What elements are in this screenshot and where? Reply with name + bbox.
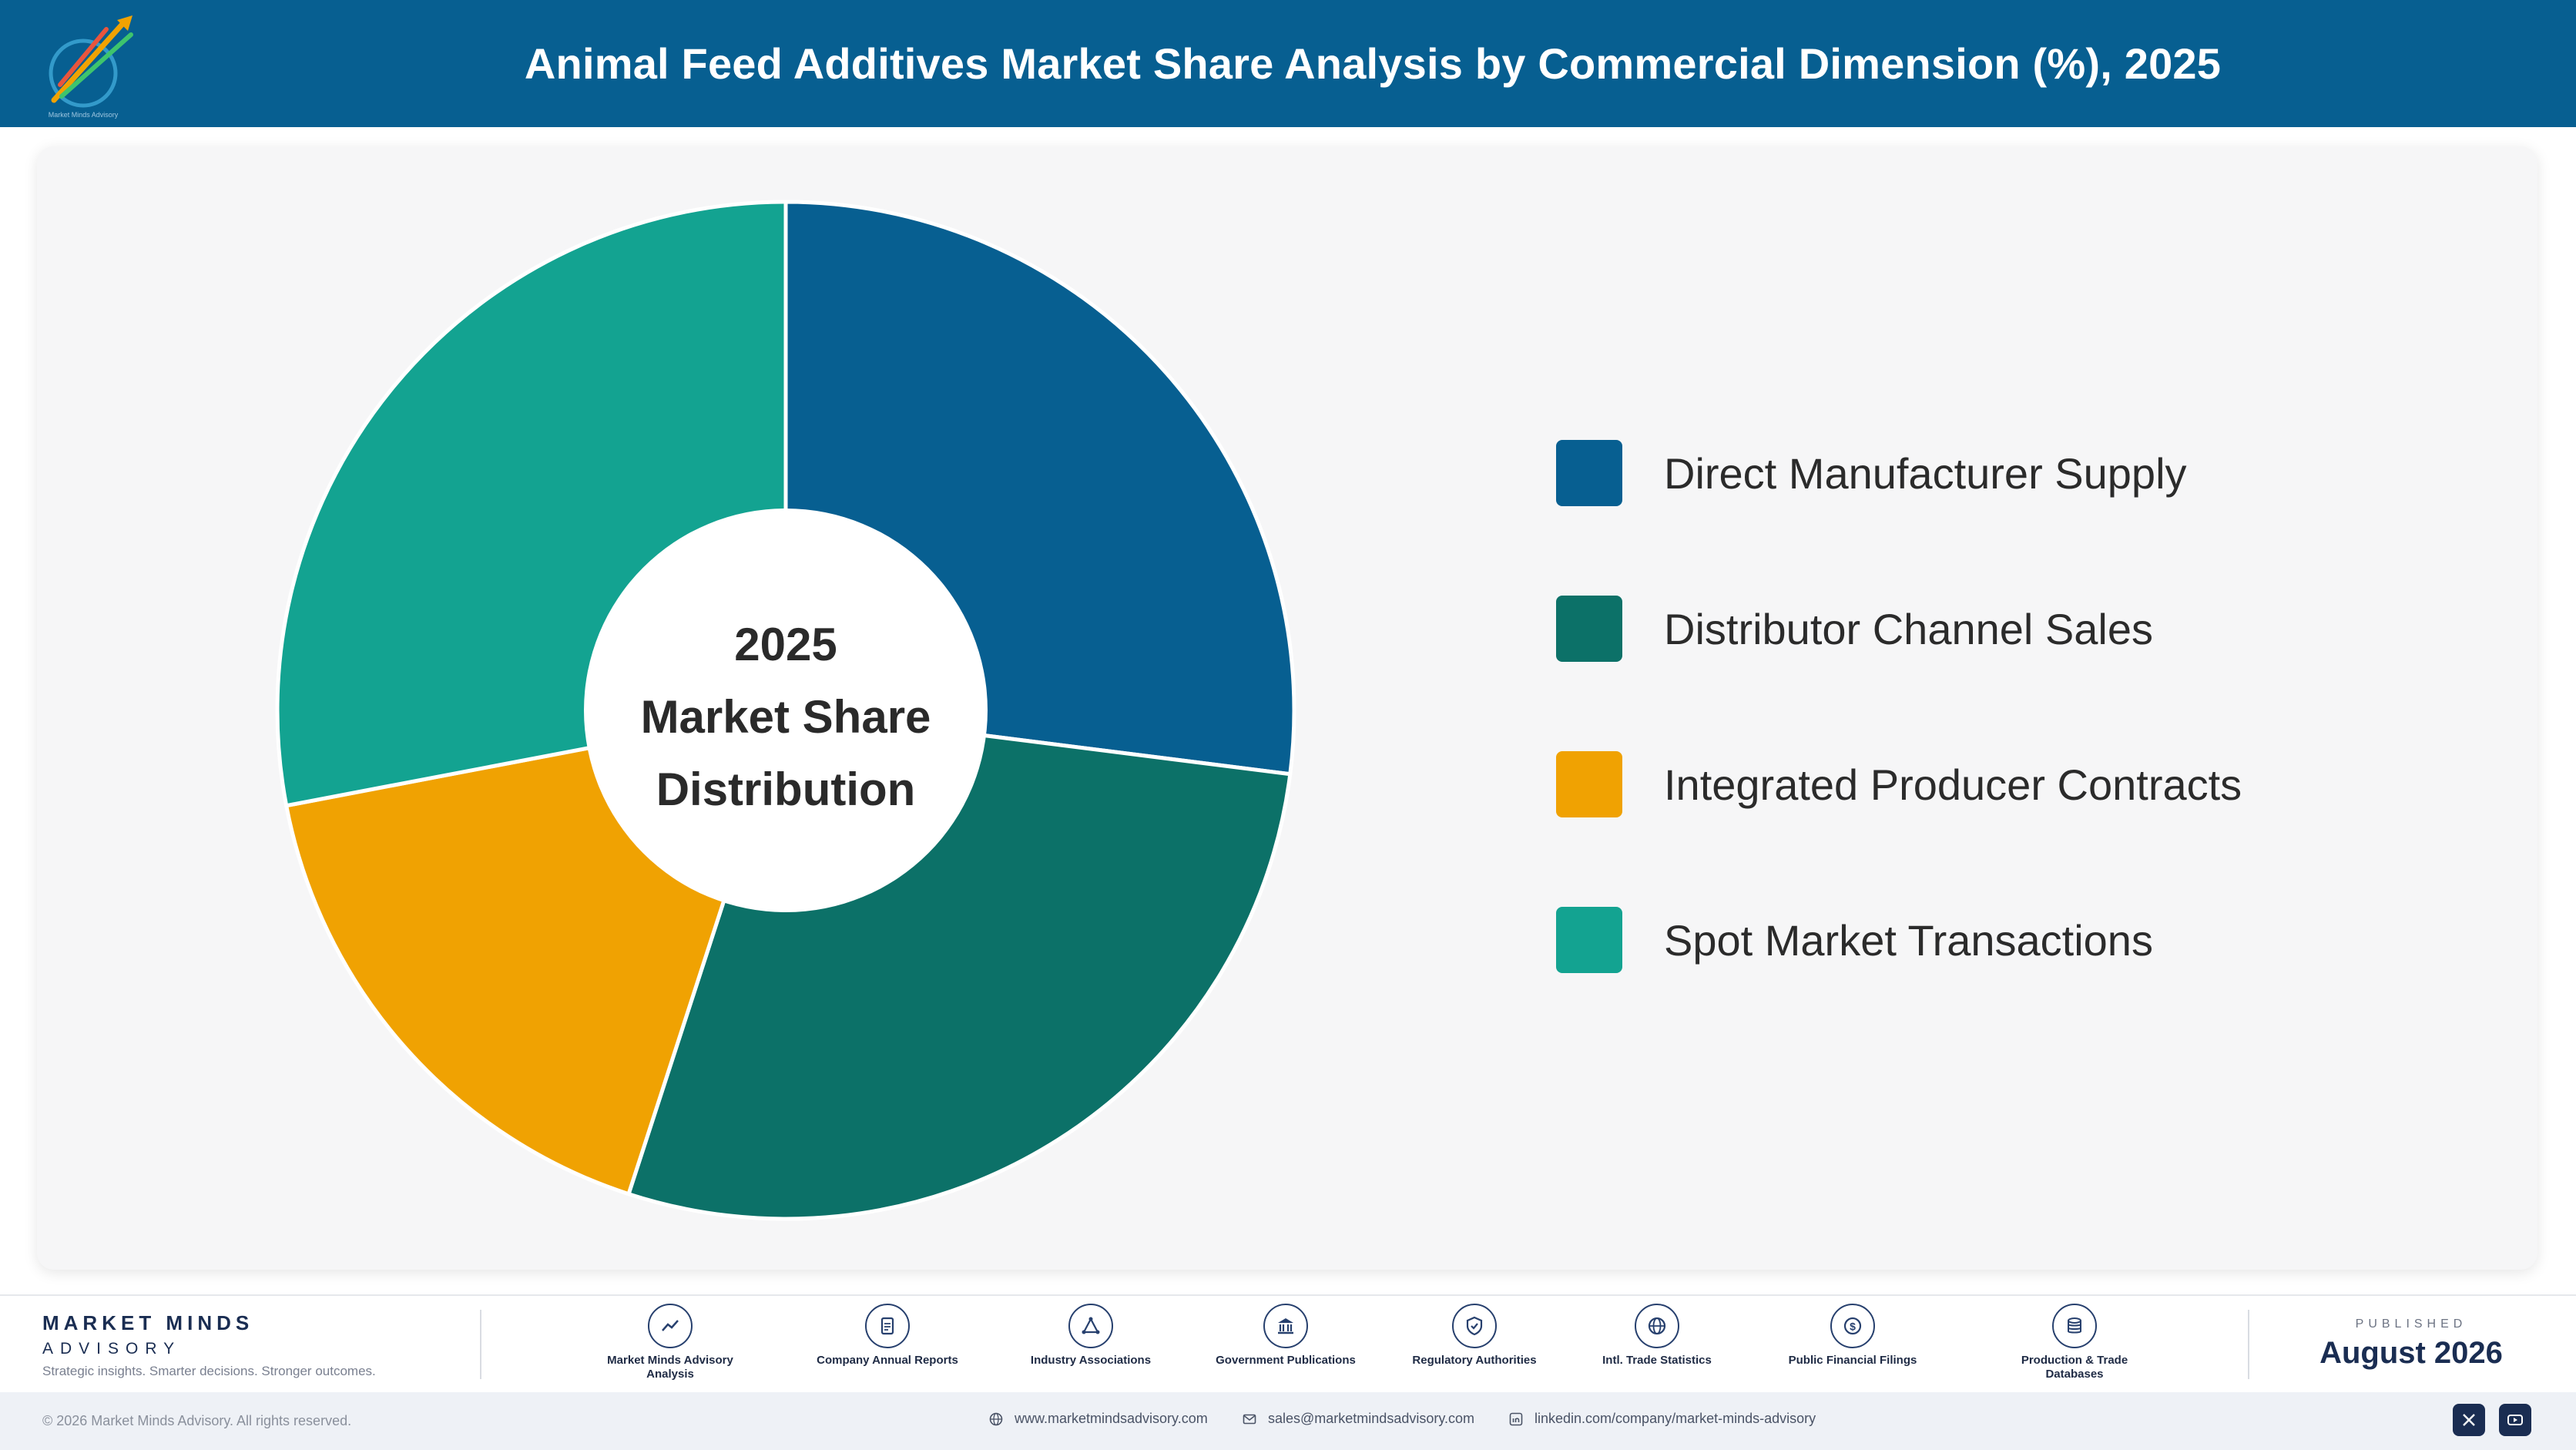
document-icon (865, 1304, 910, 1348)
legend-label: Distributor Channel Sales (1664, 604, 2153, 653)
linkedin-text: linkedin.com/company/market-minds-adviso… (1535, 1411, 1816, 1426)
source-market-minds-analysis: Market Minds Advisory Analysis (589, 1304, 751, 1381)
youtube-social-button[interactable] (2499, 1404, 2531, 1436)
legend-item-distributor-channel-sales: Distributor Channel Sales (1556, 595, 2326, 663)
source-production-trade-databases: Production & Trade Databases (1994, 1304, 2155, 1381)
email-link[interactable]: sales@marketmindsadvisory.com (1242, 1411, 1474, 1427)
legend-label: Direct Manufacturer Supply (1664, 448, 2187, 498)
footer-contact-bar: © 2026 Market Minds Advisory. All rights… (0, 1392, 2576, 1450)
x-icon (2463, 1414, 2475, 1426)
footer-brand-sub: ADVISORY (42, 1340, 182, 1358)
source-regulatory-authorities: Regulatory Authorities (1394, 1304, 1555, 1368)
source-label: Regulatory Authorities (1412, 1354, 1537, 1367)
chart-line-icon (648, 1304, 693, 1348)
published-caption: PUBLISHED (2355, 1317, 2467, 1331)
legend-swatch (1556, 751, 1622, 817)
legend-swatch (1556, 907, 1622, 973)
globe-icon (1635, 1304, 1679, 1348)
footer-sources-bar: MARKET MINDS ADVISORY Strategic insights… (0, 1294, 2576, 1392)
source-label: Company Annual Reports (817, 1354, 958, 1367)
source-government-publications: Government Publications (1205, 1304, 1367, 1368)
copyright-text: © 2026 Market Minds Advisory. All rights… (42, 1413, 352, 1428)
legend-item-direct-manufacturer-supply: Direct Manufacturer Supply (1556, 439, 2326, 507)
legend-item-integrated-producer-contracts: Integrated Producer Contracts (1556, 750, 2326, 818)
source-label: Production & Trade Databases (2021, 1354, 2128, 1381)
center-label-line-2: Market Share (640, 691, 931, 743)
website-link[interactable]: www.marketmindsadvisory.com (988, 1411, 1208, 1427)
footer-divider (2248, 1310, 2249, 1379)
source-intl-trade-statistics: Intl. Trade Statistics (1576, 1304, 1738, 1368)
svg-text:$: $ (1850, 1321, 1856, 1333)
center-label-line-3: Distribution (656, 764, 916, 815)
government-building-icon (1263, 1304, 1308, 1348)
source-label: Public Financial Filings (1788, 1354, 1917, 1367)
x-social-button[interactable] (2453, 1404, 2485, 1436)
source-label: Industry Associations (1030, 1354, 1152, 1367)
chart-card (37, 146, 2537, 1270)
footer-brand-tagline: Strategic insights. Smarter decisions. S… (42, 1364, 376, 1378)
company-logo: Market Minds Advisory (49, 15, 133, 119)
footer-brand-name: MARKET MINDS (42, 1311, 254, 1334)
email-text: sales@marketmindsadvisory.com (1268, 1411, 1475, 1426)
legend-label: Spot Market Transactions (1664, 915, 2153, 965)
youtube-icon (2507, 1415, 2523, 1425)
linkedin-link[interactable]: linkedin.com/company/market-minds-adviso… (1508, 1411, 1816, 1427)
mail-icon (1243, 1414, 1256, 1424)
source-public-financial-filings: $ Public Financial Filings (1772, 1304, 1934, 1368)
source-label: Government Publications (1216, 1354, 1356, 1367)
dollar-coin-icon: $ (1830, 1304, 1875, 1348)
legend-swatch (1556, 440, 1622, 506)
svg-text:Market Minds Advisory: Market Minds Advisory (49, 111, 119, 119)
source-industry-associations: Industry Associations (1010, 1304, 1172, 1368)
legend-item-spot-market-transactions: Spot Market Transactions (1556, 906, 2326, 974)
published-date: August 2026 (2319, 1336, 2503, 1370)
network-icon (1068, 1304, 1113, 1348)
database-icon (2052, 1304, 2097, 1348)
source-label: Intl. Trade Statistics (1602, 1354, 1712, 1367)
globe-icon (989, 1412, 1003, 1425)
donut-center-label: 2025 Market Share Distribution (585, 609, 986, 826)
linkedin-icon (1509, 1412, 1523, 1425)
source-company-annual-reports: Company Annual Reports (807, 1304, 968, 1368)
website-text: www.marketmindsadvisory.com (1015, 1411, 1208, 1426)
shield-check-icon (1452, 1304, 1497, 1348)
source-label: Market Minds Advisory Analysis (607, 1354, 733, 1381)
center-label-line-1: 2025 (734, 619, 837, 670)
page-title: Animal Feed Additives Market Share Analy… (524, 39, 2222, 88)
footer-divider (480, 1310, 481, 1379)
header-bar: Market Minds Advisory Animal Feed Additi… (0, 0, 2576, 127)
legend-swatch (1556, 596, 1622, 662)
legend-label: Integrated Producer Contracts (1664, 760, 2242, 809)
